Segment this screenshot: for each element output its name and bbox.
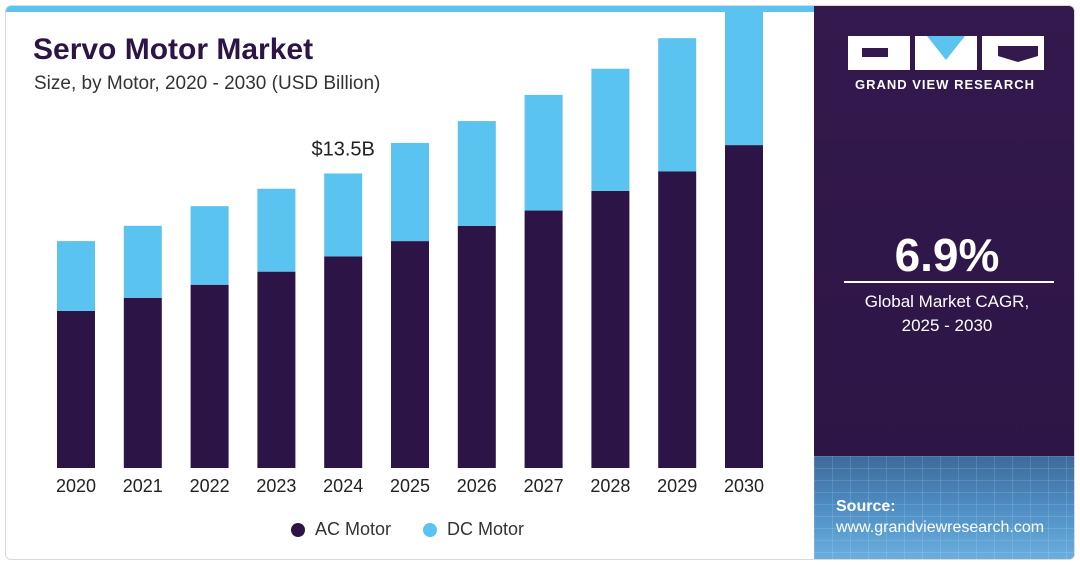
bar-dc-2026 (457, 121, 496, 226)
chart-legend: AC Motor DC Motor (291, 519, 556, 540)
bar-ac-2020 (57, 310, 95, 468)
bar-dc-2024 (324, 173, 363, 257)
legend-label-ac: AC Motor (315, 519, 392, 539)
side-panel: GRAND VIEW RESEARCH 6.9% Global Market C… (814, 6, 1074, 559)
x-tick-label-2028: 2028 (590, 476, 630, 496)
source-label: Source: (836, 498, 896, 515)
cagr-value: 6.9% (894, 229, 1000, 281)
x-tick-label-2021: 2021 (123, 476, 163, 496)
x-tick-label-2025: 2025 (390, 476, 430, 496)
cagr-label: Global Market CAGR, 2025 - 2030 (814, 290, 1074, 338)
bar-ac-2022 (190, 284, 229, 468)
bar-dc-2022 (190, 206, 229, 285)
bar-dc-2025 (391, 142, 429, 242)
chart-title: Servo Motor Market (33, 33, 314, 66)
cagr-label-line2: 2025 - 2030 (901, 316, 993, 335)
bar-dc-2030 (725, 6, 763, 146)
bars-layer (57, 6, 763, 469)
bar-ac-2021 (123, 297, 162, 468)
source-url[interactable]: www.grandviewresearch.com (836, 519, 1045, 536)
bar-ac-2023 (257, 271, 296, 468)
legend-item-dc: DC Motor (423, 519, 524, 540)
legend-swatch-dc (423, 522, 438, 537)
x-tick-label-2023: 2023 (256, 476, 296, 496)
bar-dc-2029 (658, 38, 697, 172)
bar-ac-2030 (725, 145, 763, 468)
cagr-label-line1: Global Market CAGR, (864, 292, 1030, 311)
chart-card: Servo Motor Market Size, by Motor, 2020 … (5, 5, 1075, 560)
legend-label-dc: DC Motor (447, 519, 525, 539)
legend-swatch-ac (291, 522, 305, 537)
bar-dc-2027 (524, 94, 563, 211)
bar-ac-2024 (324, 256, 363, 468)
legend-item-ac: AC Motor (291, 519, 391, 540)
bar-ac-2028 (591, 190, 630, 468)
bar-ac-2027 (524, 210, 563, 468)
bar-chart: 2020 2021 2022 2023 2024 $13.5B 2025 2026 2027 20… (56, 6, 764, 496)
x-tick-label-2022: 2022 (190, 476, 230, 496)
gvr-logo-icon (848, 36, 1044, 70)
bar-dc-2028 (591, 68, 630, 191)
x-tick-label-2024: 2024 (323, 476, 363, 496)
decorative-grid (814, 456, 1074, 559)
source-area (814, 456, 1074, 559)
bar-dc-2021 (123, 225, 162, 298)
bar-ac-2026 (457, 225, 496, 468)
bar-dc-2020 (57, 241, 95, 311)
x-tick-label-2029: 2029 (657, 476, 697, 496)
x-tick-label-2020: 2020 (56, 476, 96, 496)
x-tick-label-2030: 2030 (724, 476, 764, 496)
bar-ac-2029 (658, 171, 697, 469)
bar-dc-2023 (257, 188, 296, 272)
bar-ac-2025 (391, 241, 429, 468)
x-tick-label-2027: 2027 (524, 476, 564, 496)
cagr-divider (844, 281, 1054, 283)
x-tick-label-2026: 2026 (457, 476, 497, 496)
data-label-2024: $13.5B (312, 138, 375, 160)
brand-name: GRAND VIEW RESEARCH (854, 77, 1036, 92)
labels-layer: 2020 2021 2022 2023 2024 $13.5B 2025 2026 2027 20… (56, 138, 764, 496)
top-accent-strip (6, 6, 814, 12)
chart-subtitle: Size, by Motor, 2020 - 2030 (USD Billion… (34, 73, 381, 94)
